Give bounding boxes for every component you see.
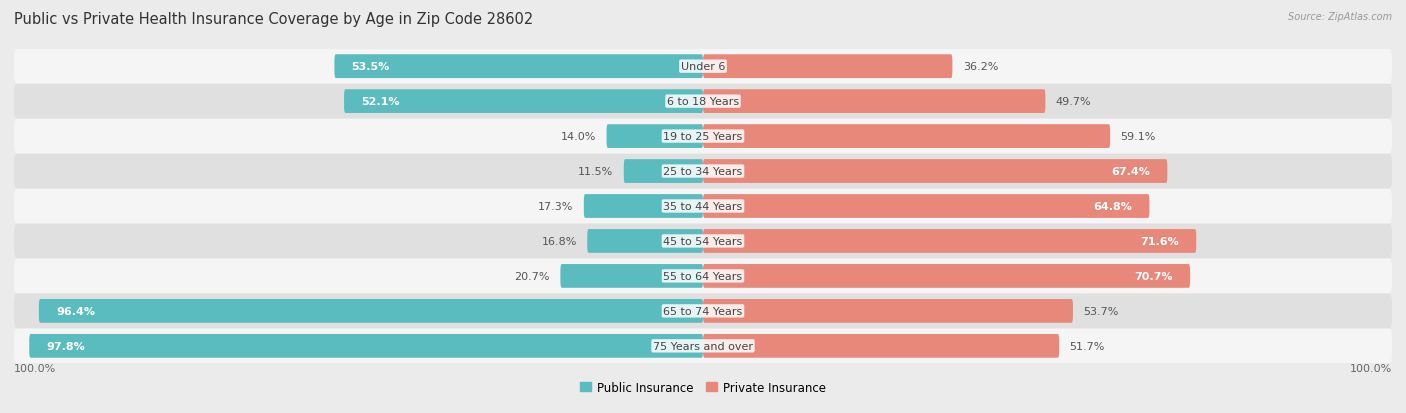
Text: 14.0%: 14.0%: [561, 132, 596, 142]
Text: 20.7%: 20.7%: [515, 271, 550, 281]
FancyBboxPatch shape: [14, 120, 1392, 154]
FancyBboxPatch shape: [14, 329, 1392, 363]
Text: Source: ZipAtlas.com: Source: ZipAtlas.com: [1288, 12, 1392, 22]
FancyBboxPatch shape: [14, 224, 1392, 259]
FancyBboxPatch shape: [14, 294, 1392, 328]
Text: 52.1%: 52.1%: [361, 97, 399, 107]
Text: 6 to 18 Years: 6 to 18 Years: [666, 97, 740, 107]
FancyBboxPatch shape: [703, 230, 1197, 253]
Text: 49.7%: 49.7%: [1056, 97, 1091, 107]
Text: 59.1%: 59.1%: [1121, 132, 1156, 142]
Text: 35 to 44 Years: 35 to 44 Years: [664, 202, 742, 211]
FancyBboxPatch shape: [30, 334, 703, 358]
FancyBboxPatch shape: [39, 299, 703, 323]
Text: 17.3%: 17.3%: [538, 202, 574, 211]
Text: 65 to 74 Years: 65 to 74 Years: [664, 306, 742, 316]
FancyBboxPatch shape: [14, 190, 1392, 223]
FancyBboxPatch shape: [624, 160, 703, 183]
Text: 100.0%: 100.0%: [1350, 363, 1392, 373]
Text: 97.8%: 97.8%: [46, 341, 86, 351]
Text: 67.4%: 67.4%: [1111, 166, 1150, 177]
Text: 11.5%: 11.5%: [578, 166, 613, 177]
FancyBboxPatch shape: [335, 55, 703, 79]
FancyBboxPatch shape: [344, 90, 703, 114]
FancyBboxPatch shape: [703, 125, 1111, 149]
Text: 16.8%: 16.8%: [541, 236, 576, 247]
Text: 64.8%: 64.8%: [1094, 202, 1132, 211]
FancyBboxPatch shape: [561, 264, 703, 288]
FancyBboxPatch shape: [14, 259, 1392, 293]
FancyBboxPatch shape: [606, 125, 703, 149]
Text: 70.7%: 70.7%: [1135, 271, 1173, 281]
FancyBboxPatch shape: [703, 160, 1167, 183]
Text: 51.7%: 51.7%: [1070, 341, 1105, 351]
Text: Under 6: Under 6: [681, 62, 725, 72]
FancyBboxPatch shape: [583, 195, 703, 218]
Text: 55 to 64 Years: 55 to 64 Years: [664, 271, 742, 281]
FancyBboxPatch shape: [588, 230, 703, 253]
FancyBboxPatch shape: [703, 334, 1059, 358]
Legend: Public Insurance, Private Insurance: Public Insurance, Private Insurance: [575, 376, 831, 399]
FancyBboxPatch shape: [14, 85, 1392, 119]
FancyBboxPatch shape: [14, 154, 1392, 189]
Text: 53.5%: 53.5%: [352, 62, 389, 72]
Text: 19 to 25 Years: 19 to 25 Years: [664, 132, 742, 142]
FancyBboxPatch shape: [703, 264, 1189, 288]
Text: 36.2%: 36.2%: [963, 62, 998, 72]
FancyBboxPatch shape: [703, 90, 1046, 114]
Text: 53.7%: 53.7%: [1083, 306, 1119, 316]
Text: 75 Years and over: 75 Years and over: [652, 341, 754, 351]
Text: Public vs Private Health Insurance Coverage by Age in Zip Code 28602: Public vs Private Health Insurance Cover…: [14, 12, 533, 27]
Text: 96.4%: 96.4%: [56, 306, 96, 316]
Text: 25 to 34 Years: 25 to 34 Years: [664, 166, 742, 177]
Text: 45 to 54 Years: 45 to 54 Years: [664, 236, 742, 247]
Text: 71.6%: 71.6%: [1140, 236, 1180, 247]
FancyBboxPatch shape: [703, 195, 1150, 218]
FancyBboxPatch shape: [14, 50, 1392, 84]
FancyBboxPatch shape: [703, 55, 952, 79]
FancyBboxPatch shape: [703, 299, 1073, 323]
Text: 100.0%: 100.0%: [14, 363, 56, 373]
